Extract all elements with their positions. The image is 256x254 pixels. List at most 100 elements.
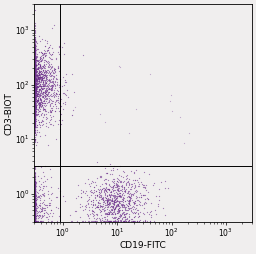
Point	[33, 84, 37, 88]
Point	[45, 112, 49, 116]
Point	[138, 203, 142, 207]
Point	[33, 101, 37, 105]
Point	[33, 89, 37, 93]
Point	[33, 209, 37, 213]
Point	[36, 113, 40, 117]
Point	[81, 208, 85, 212]
Point	[33, 73, 37, 77]
Point	[39, 80, 43, 84]
Point	[43, 95, 47, 99]
Point	[33, 189, 37, 193]
Point	[33, 78, 37, 82]
Point	[102, 219, 106, 223]
Point	[33, 103, 37, 107]
Point	[33, 66, 37, 70]
Point	[33, 209, 37, 213]
Point	[37, 73, 41, 77]
Point	[141, 193, 145, 197]
Point	[33, 96, 37, 100]
Point	[33, 48, 37, 52]
Point	[33, 74, 37, 78]
Point	[119, 219, 123, 224]
Point	[55, 83, 59, 87]
Point	[33, 72, 37, 76]
Point	[33, 209, 37, 213]
Point	[33, 199, 37, 203]
Point	[34, 81, 38, 85]
Point	[40, 76, 45, 80]
Point	[33, 211, 37, 215]
Point	[33, 65, 37, 69]
Point	[44, 210, 48, 214]
Point	[116, 202, 120, 206]
Point	[33, 38, 37, 42]
Point	[33, 203, 37, 207]
Point	[33, 76, 37, 80]
Point	[33, 209, 37, 213]
Point	[35, 92, 39, 96]
Point	[135, 219, 139, 224]
Point	[33, 88, 37, 92]
Point	[33, 76, 37, 80]
Point	[117, 209, 121, 213]
Point	[33, 84, 37, 88]
Point	[116, 186, 120, 190]
Point	[124, 177, 128, 181]
Point	[121, 199, 125, 203]
Point	[33, 215, 37, 219]
Point	[33, 202, 37, 206]
Point	[115, 184, 119, 188]
Point	[33, 82, 37, 86]
Point	[56, 98, 60, 102]
Point	[33, 219, 37, 224]
Point	[33, 131, 37, 135]
Point	[33, 106, 37, 110]
Point	[50, 213, 54, 217]
Point	[33, 87, 37, 91]
Point	[97, 201, 101, 205]
Point	[33, 78, 37, 82]
Point	[33, 69, 37, 73]
Point	[33, 165, 37, 169]
Point	[36, 101, 40, 105]
Point	[121, 197, 125, 201]
Point	[33, 95, 37, 99]
Point	[37, 203, 41, 207]
Point	[33, 205, 37, 209]
Point	[54, 91, 58, 95]
Point	[33, 80, 37, 84]
Point	[37, 73, 41, 77]
Point	[109, 204, 113, 208]
Point	[33, 88, 37, 92]
Point	[122, 213, 126, 217]
Point	[33, 207, 37, 211]
Point	[38, 123, 42, 127]
Point	[57, 45, 61, 49]
Point	[130, 219, 134, 224]
Point	[33, 77, 37, 81]
Point	[33, 201, 37, 205]
Point	[33, 93, 37, 97]
Point	[40, 53, 44, 57]
Point	[33, 100, 37, 104]
Point	[136, 184, 140, 188]
Point	[137, 176, 141, 180]
Point	[36, 85, 40, 89]
Point	[33, 97, 37, 101]
Point	[33, 85, 37, 89]
Point	[33, 103, 37, 107]
Point	[33, 77, 37, 82]
Point	[33, 219, 37, 224]
Point	[39, 54, 43, 58]
Point	[92, 210, 96, 214]
Point	[33, 79, 37, 83]
Point	[47, 55, 51, 59]
Point	[33, 98, 37, 102]
Point	[33, 74, 37, 78]
Point	[132, 210, 136, 214]
Point	[43, 64, 47, 68]
Point	[33, 97, 37, 101]
Point	[33, 72, 37, 76]
Point	[33, 65, 37, 69]
Point	[52, 68, 56, 72]
